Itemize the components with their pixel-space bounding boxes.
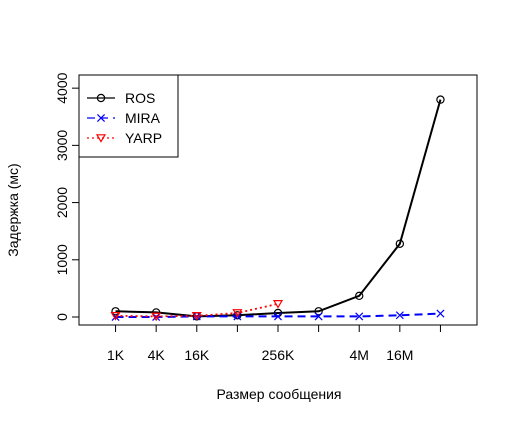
series-yarp [110,300,284,322]
legend-label-ros: ROS [125,90,155,106]
data-point-ros [395,239,405,248]
x-tick-label: 16M [386,347,413,363]
x-axis: 1K 4K 16K 256K 4M 16M [107,325,441,363]
data-point-ros [233,311,242,320]
data-point-mira [314,312,323,321]
data-point-yarp [151,312,162,322]
legend-marker-mira [96,113,106,123]
legend: ROS MIRA YARP [78,74,179,158]
x-tick-label: 4M [349,347,368,363]
y-tick-label: 2000 [54,187,70,218]
legend-label-yarp: YARP [125,130,162,146]
data-point-mira [395,311,404,320]
data-point-mira [436,309,445,318]
y-axis-label: Задержка (мс) [5,163,21,256]
legend-marker-ros [96,93,106,103]
x-tick-label: 256K [262,347,295,363]
legend-label-mira: MIRA [125,110,161,126]
data-point-yarp [232,309,243,318]
series-line-ros [115,99,442,318]
y-tick-label: 1000 [54,244,70,275]
x-tick-label: 4K [148,347,166,363]
data-point-yarp [272,300,284,309]
y-tick-label: 3000 [54,130,70,161]
y-tick-label: 4000 [54,72,70,103]
legend-box [78,74,179,158]
x-tick-label: 1K [107,347,125,363]
series-layer [110,95,445,322]
x-tick-label: 16K [184,347,210,363]
data-point-ros [111,307,120,316]
data-point-yarp [110,312,121,321]
x-axis-label: Размер сообщения [216,386,341,402]
series-line-yarp [115,302,279,318]
data-point-ros [314,307,323,316]
y-tick-label: 0 [54,313,70,321]
data-point-mira [355,312,364,321]
data-point-ros [355,291,364,301]
data-point-yarp [191,312,202,321]
legend-marker-yarp [95,134,107,143]
data-point-ros [436,95,445,104]
data-point-mira [273,312,283,321]
